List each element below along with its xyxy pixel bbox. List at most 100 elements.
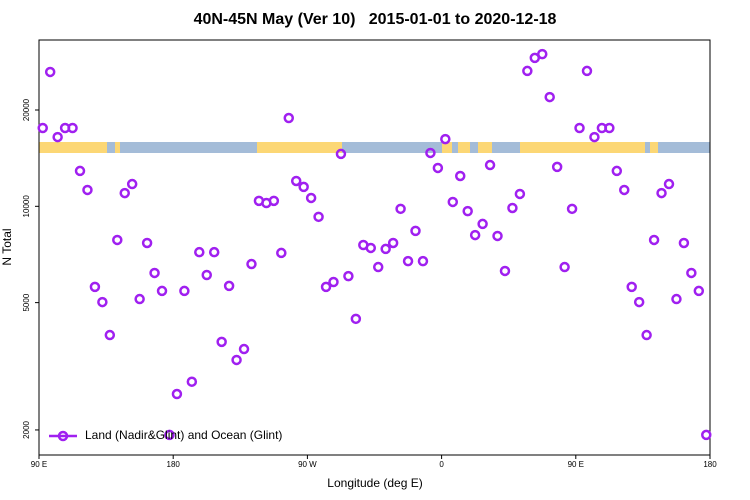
- data-point: [276, 247, 287, 259]
- legend-label: Land (Nadir&Glint) and Ocean (Glint): [85, 428, 282, 442]
- data-point: [484, 159, 496, 171]
- y-tick-label: 20000: [22, 98, 31, 121]
- data-point: [477, 218, 488, 230]
- data-point: [238, 343, 250, 355]
- data-point: [350, 313, 362, 325]
- data-point: [104, 329, 116, 341]
- x-axis-label: Longitude (deg E): [327, 476, 422, 490]
- data-point: [395, 203, 406, 215]
- data-point: [171, 388, 183, 400]
- data-point: [305, 192, 317, 204]
- data-point: [67, 122, 78, 134]
- data-point: [402, 255, 414, 267]
- data-point: [432, 162, 444, 174]
- x-tick-label: 180: [703, 460, 717, 469]
- data-point: [201, 269, 212, 281]
- data-point: [641, 329, 652, 341]
- data-point: [231, 354, 242, 366]
- data-point: [343, 270, 354, 282]
- data-point: [656, 187, 667, 199]
- data-point: [37, 122, 48, 134]
- data-point: [633, 296, 645, 308]
- data-point: [581, 65, 593, 77]
- y-tick-label: 10000: [22, 195, 31, 218]
- data-point: [194, 246, 205, 258]
- data-point: [97, 296, 108, 308]
- data-point: [492, 230, 503, 242]
- data-point: [74, 165, 86, 177]
- x-tick-label: 90 W: [298, 460, 317, 469]
- data-point: [89, 281, 101, 293]
- land-segments: [39, 142, 658, 153]
- data-point: [164, 429, 175, 441]
- x-tick-label: 90 E: [31, 460, 47, 469]
- data-point: [52, 131, 63, 143]
- y-tick-label: 2000: [22, 420, 31, 438]
- data-point: [186, 376, 198, 387]
- data-point: [44, 66, 56, 78]
- data-point: [440, 133, 451, 145]
- data-point: [514, 188, 526, 200]
- data-point: [320, 281, 332, 293]
- data-point: [611, 165, 623, 177]
- data-point: [454, 170, 466, 182]
- x-tick-label: 180: [167, 460, 181, 469]
- data-point: [328, 276, 339, 288]
- data-point: [522, 65, 533, 77]
- data-point: [298, 181, 309, 193]
- data-point: [648, 234, 660, 246]
- x-tick-label: 90 E: [568, 460, 584, 469]
- data-point: [410, 225, 421, 237]
- data-point: [179, 285, 190, 297]
- data-point: [604, 122, 615, 134]
- data-point: [216, 336, 227, 348]
- data-point: [372, 261, 384, 273]
- data-point: [671, 293, 682, 305]
- data-point: [447, 196, 459, 208]
- data-point: [208, 246, 220, 258]
- data-point: [119, 187, 130, 199]
- data-point: [589, 131, 600, 143]
- y-tick-label: 5000: [22, 293, 31, 311]
- data-point: [313, 211, 324, 223]
- data-point: [417, 255, 429, 267]
- data-point: [686, 267, 697, 279]
- data-point: [574, 122, 585, 134]
- data-point: [693, 285, 705, 297]
- chart-title: 40N-45N May (Ver 10) 2015-01-01 to 2020-…: [194, 11, 557, 28]
- data-point: [566, 203, 578, 215]
- data-point: [380, 243, 391, 255]
- data-point: [268, 195, 280, 207]
- data-point: [626, 281, 637, 293]
- data-point: [425, 147, 436, 159]
- data-point: [663, 178, 675, 190]
- data-point: [246, 258, 257, 270]
- data-point: [283, 112, 295, 124]
- data-point: [551, 161, 563, 173]
- data-point: [619, 184, 630, 196]
- data-point: [335, 148, 347, 160]
- data-point: [537, 48, 548, 60]
- data-point: [701, 429, 712, 441]
- data-point: [126, 178, 138, 190]
- plot-frame: [38, 39, 711, 456]
- data-point: [499, 265, 511, 277]
- data-point: [462, 205, 473, 217]
- data-point: [149, 267, 160, 279]
- data-point: [469, 229, 481, 241]
- data-point: [134, 293, 145, 305]
- data-point: [507, 202, 518, 214]
- data-point: [678, 237, 690, 249]
- data-point: [141, 237, 153, 249]
- data-point: [387, 237, 399, 249]
- land-mask-band: [39, 142, 710, 153]
- y-axis-label: N Total: [0, 228, 14, 265]
- legend-marker: [57, 430, 69, 442]
- data-point: [112, 234, 123, 246]
- data-point: [290, 175, 302, 187]
- data-point: [82, 184, 93, 196]
- data-point: [223, 280, 235, 292]
- data-point: [156, 285, 168, 297]
- data-point: [559, 261, 570, 273]
